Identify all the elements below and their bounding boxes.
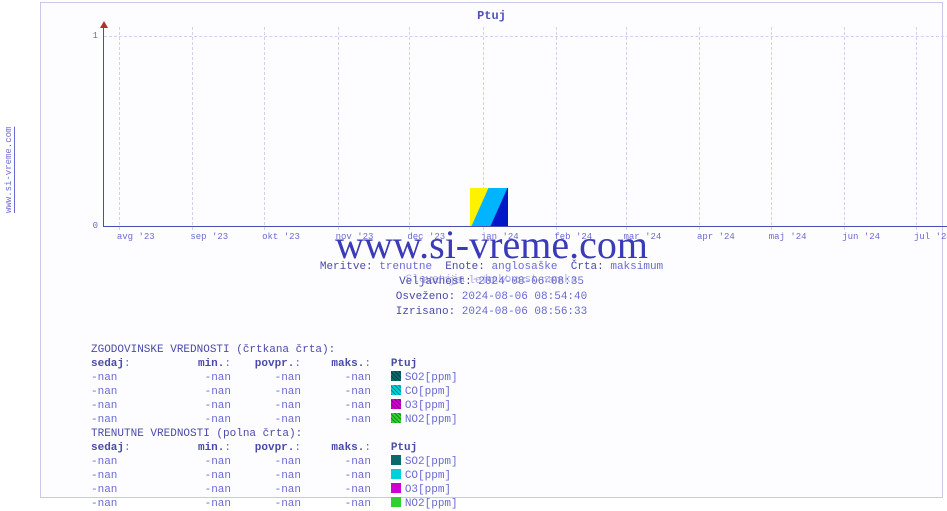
series-label: CO[ppm] — [405, 386, 451, 398]
x-tick-label: jul '24 — [914, 232, 947, 242]
meta-line-osvezeno: Osveženo: 2024-08-06 08:54:40 — [41, 290, 942, 305]
source-link-side: www.si-vreme.com — [4, 110, 16, 230]
source-link[interactable]: www.si-vreme.com — [4, 127, 14, 213]
chart-plot-area: 01avg '23sep '23okt '23nov '23dec '23jan… — [103, 27, 947, 227]
table-row: -nan-nan-nan-nan O3[ppm] — [91, 399, 930, 413]
meta-line-sub2: zadnje leto / :: -nan — [41, 274, 942, 289]
chart-logo-icon — [470, 188, 508, 226]
gridline-v — [699, 27, 700, 230]
series-label: O3[ppm] — [405, 400, 451, 412]
gridline-v — [119, 27, 120, 230]
table-header-row: sedaj:min.:povpr.:maks.: Ptuj — [91, 441, 930, 455]
table-row: -nan-nan-nan-nan CO[ppm] — [91, 469, 930, 483]
series-swatch-icon — [391, 413, 401, 423]
series-swatch-icon — [391, 469, 401, 479]
x-tick-label: maj '24 — [769, 232, 807, 242]
series-swatch-icon — [391, 371, 401, 381]
series-swatch-icon — [391, 497, 401, 507]
gridline-h — [104, 36, 947, 37]
y-axis-arrow-icon — [100, 21, 108, 28]
gridline-v — [264, 27, 265, 230]
gridline-v — [626, 27, 627, 230]
metadata-block: Slovenija - kakovost zraka zadnje leto /… — [41, 273, 942, 320]
meta-line-izrisano: Izrisano: 2024-08-06 08:56:33 — [41, 305, 942, 320]
gridline-v — [556, 27, 557, 230]
gridline-v — [409, 27, 410, 230]
table-row: -nan-nan-nan-nan SO2[ppm] — [91, 371, 930, 385]
x-tick-label: nov '23 — [336, 232, 374, 242]
cur-table-title: TRENUTNE VREDNOSTI (polna črta): — [91, 427, 930, 441]
table-row: -nan-nan-nan-nan CO[ppm] — [91, 385, 930, 399]
table-header-row: sedaj:min.:povpr.:maks.: Ptuj — [91, 357, 930, 371]
meta-line-1: Meritve: trenutne Enote: anglosaške Črta… — [41, 260, 942, 275]
table-row: -nan-nan-nan-nan O3[ppm] — [91, 483, 930, 497]
x-tick-label: jun '24 — [842, 232, 880, 242]
series-swatch-icon — [391, 483, 401, 493]
series-swatch-icon — [391, 385, 401, 395]
x-tick-label: mar '24 — [624, 232, 662, 242]
table-row: -nan-nan-nan-nan NO2[ppm] — [91, 497, 930, 511]
chart-title: Ptuj — [41, 9, 942, 23]
x-tick-label: feb '24 — [554, 232, 592, 242]
hist-table-title: ZGODOVINSKE VREDNOSTI (črtkana črta): — [91, 343, 930, 357]
x-tick-label: dec '23 — [407, 232, 445, 242]
y-tick-label: 0 — [93, 221, 98, 231]
gridline-v — [771, 27, 772, 230]
series-swatch-icon — [391, 455, 401, 465]
series-swatch-icon — [391, 399, 401, 409]
series-label: SO2[ppm] — [405, 372, 458, 384]
x-tick-label: okt '23 — [262, 232, 300, 242]
gridline-v — [338, 27, 339, 230]
series-label: CO[ppm] — [405, 470, 451, 482]
gridline-v — [916, 27, 917, 230]
table-row: -nan-nan-nan-nan SO2[ppm] — [91, 455, 930, 469]
table-row: -nan-nan-nan-nan NO2[ppm] — [91, 413, 930, 427]
x-tick-label: apr '24 — [697, 232, 735, 242]
x-tick-label: jan '24 — [481, 232, 519, 242]
chart-frame: Ptuj 0 1 avg '23 sep '23 okt '23 nov '23 dec '… — [40, 2, 943, 498]
series-label: NO2[ppm] — [405, 414, 458, 426]
data-tables: ZGODOVINSKE VREDNOSTI (črtkana črta):sed… — [91, 343, 930, 511]
series-label: O3[ppm] — [405, 484, 451, 496]
y-tick-label: 1 — [93, 31, 98, 41]
x-tick-label: sep '23 — [190, 232, 228, 242]
series-label: SO2[ppm] — [405, 456, 458, 468]
gridline-v — [844, 27, 845, 230]
x-tick-label: avg '23 — [117, 232, 155, 242]
gridline-v — [192, 27, 193, 230]
